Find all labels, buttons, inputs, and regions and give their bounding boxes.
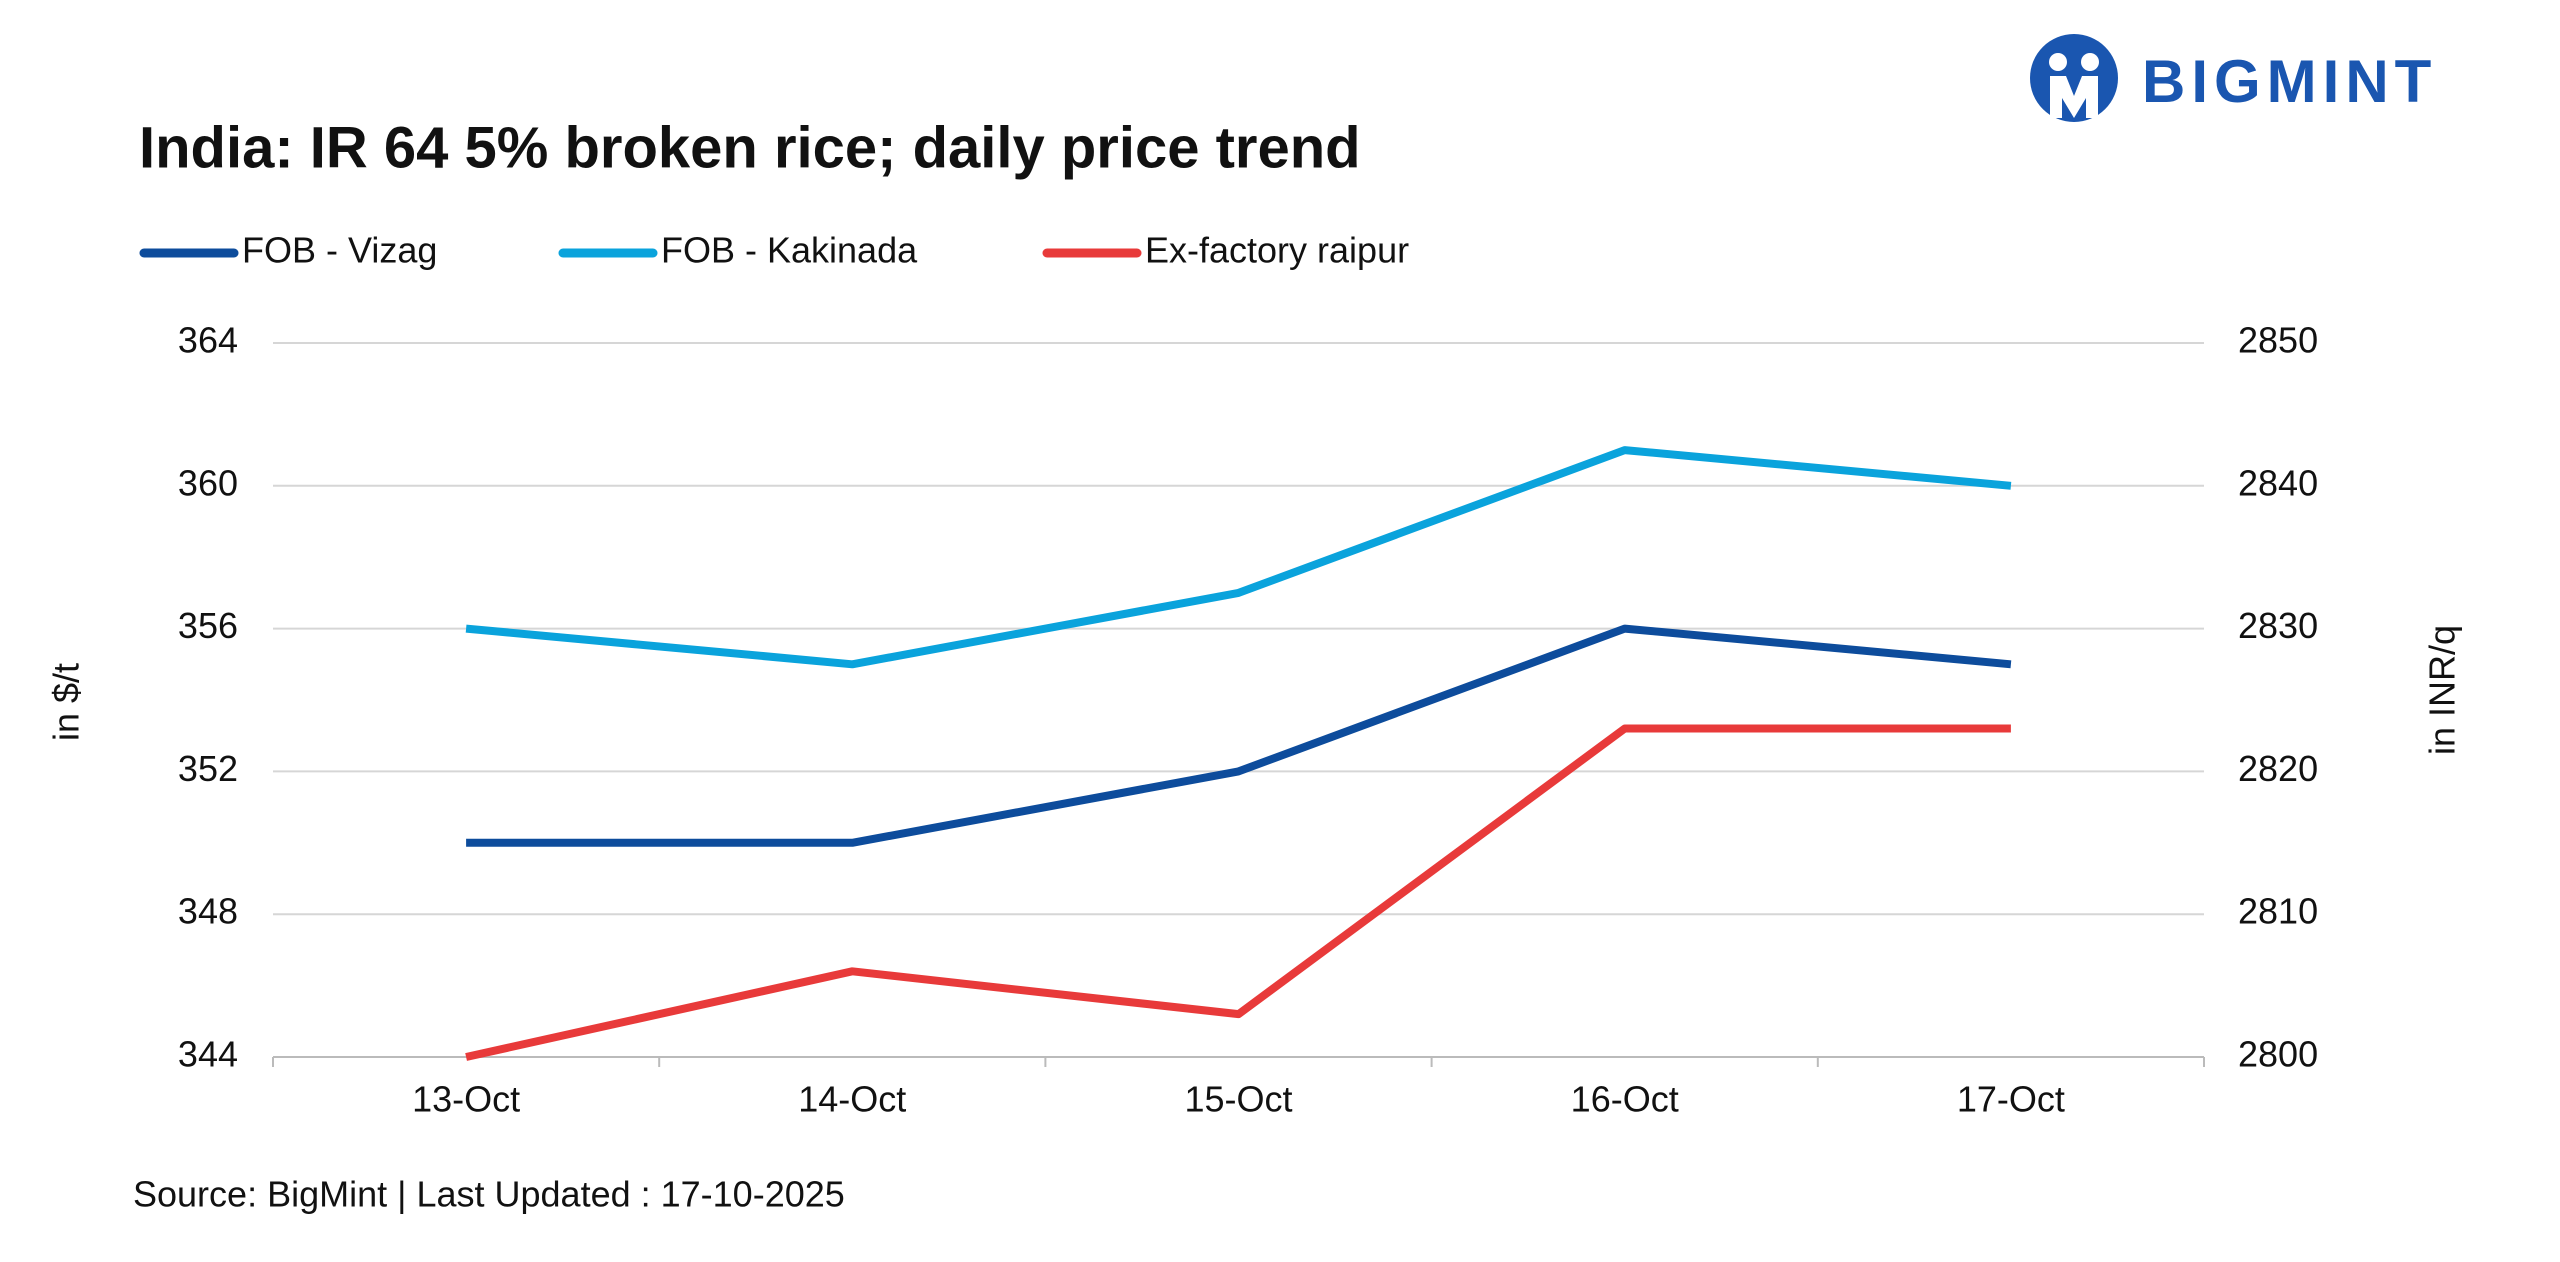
x-tick-label: 15-Oct [1184,1079,1292,1120]
y-tick-label: 352 [178,748,238,789]
y2-tick-label: 2800 [2238,1034,2318,1075]
y-tick-label: 364 [178,320,238,361]
y-tick-label: 348 [178,891,238,932]
chart-title: India: IR 64 5% broken rice; daily price… [139,115,1361,180]
x-tick-label: 13-Oct [412,1079,520,1120]
y2-tick-label: 2850 [2238,320,2318,361]
series-line [465,724,2011,1061]
y-axis-title: in $/t [46,663,87,741]
y2-axis-title: in INR/q [2422,625,2463,755]
y2-tick-label: 2840 [2238,462,2318,503]
logo-icon [2030,34,2118,122]
legend-label: FOB - Kakinada [661,230,918,271]
x-tick-label: 17-Oct [1957,1079,2065,1120]
y2-tick-label: 2830 [2238,605,2318,646]
logo-text: BIGMINT [2142,48,2437,115]
legend-label: Ex-factory raipur [1145,230,1409,271]
legend-label: FOB - Vizag [242,230,437,271]
y2-tick-label: 2810 [2238,891,2318,932]
y-tick-label: 356 [178,605,238,646]
x-tick-label: 14-Oct [798,1079,906,1120]
y-tick-label: 344 [178,1034,238,1075]
series-line [465,446,2012,669]
x-tick-label: 16-Oct [1571,1079,1679,1120]
series-line [466,624,2012,847]
source-note: Source: BigMint | Last Updated : 17-10-2… [133,1174,845,1215]
y2-tick-label: 2820 [2238,748,2318,789]
y-tick-label: 360 [178,462,238,503]
